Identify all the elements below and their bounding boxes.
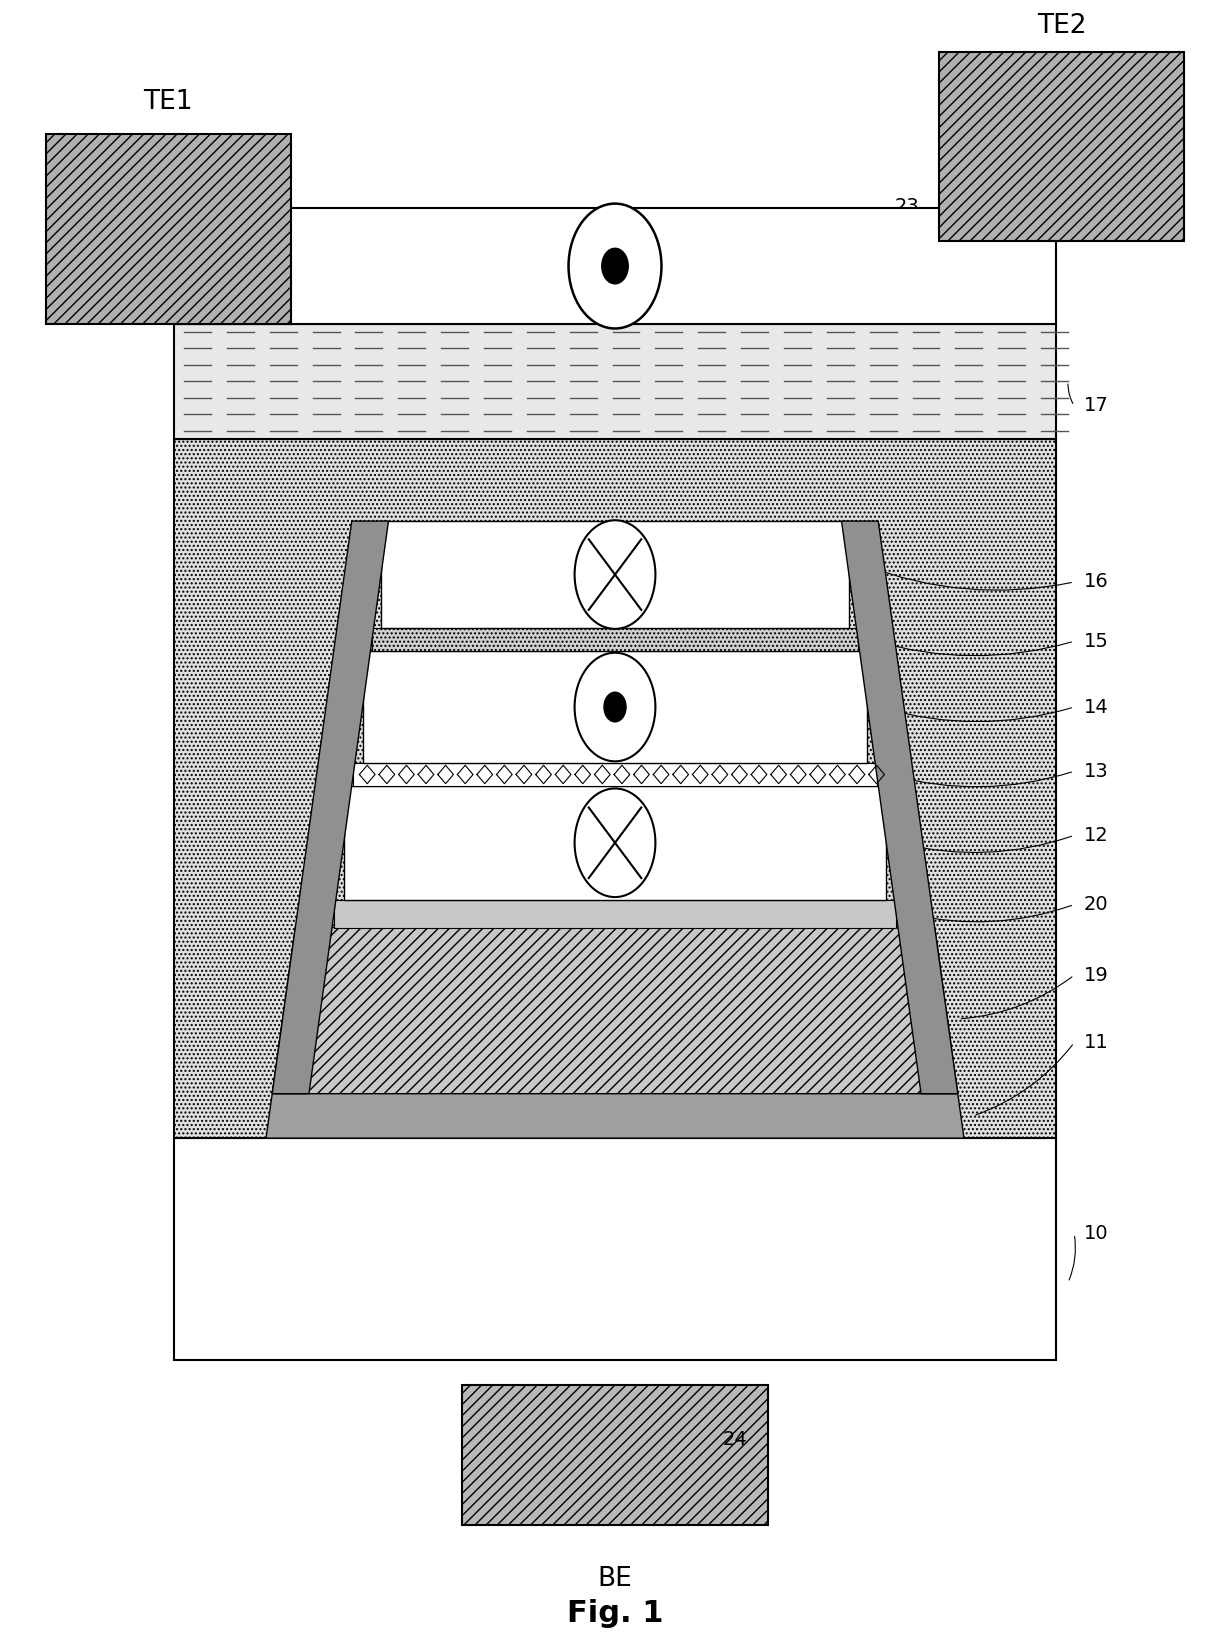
Bar: [175, 1138, 1055, 1360]
Bar: [371, 627, 859, 650]
Text: Fig. 1: Fig. 1: [567, 1600, 663, 1628]
Text: 23: 23: [894, 198, 919, 216]
Text: 14: 14: [1084, 697, 1108, 717]
Text: 10: 10: [1084, 1223, 1108, 1243]
Circle shape: [604, 692, 626, 721]
Circle shape: [574, 520, 656, 629]
Bar: [175, 324, 1055, 439]
Text: TE2: TE2: [1037, 13, 1086, 40]
Text: 15: 15: [1084, 632, 1108, 650]
Bar: [381, 522, 849, 627]
Text: 20: 20: [1084, 895, 1108, 915]
Polygon shape: [266, 1093, 964, 1138]
Circle shape: [601, 248, 629, 284]
Bar: [46, 134, 290, 324]
Polygon shape: [841, 522, 958, 1093]
Bar: [363, 650, 867, 763]
Bar: [175, 439, 1055, 1138]
Text: 22: 22: [266, 259, 290, 279]
Text: 16: 16: [1084, 573, 1108, 591]
Bar: [344, 786, 886, 900]
Text: 21: 21: [643, 236, 668, 256]
Bar: [940, 53, 1184, 241]
Text: 24: 24: [723, 1430, 748, 1448]
Bar: [353, 763, 877, 786]
Bar: [175, 208, 1055, 324]
Bar: [462, 1385, 768, 1526]
Text: TE1: TE1: [144, 89, 193, 114]
Circle shape: [574, 789, 656, 896]
Text: 19: 19: [1084, 966, 1108, 984]
Bar: [335, 900, 895, 928]
Polygon shape: [272, 522, 389, 1093]
Text: 17: 17: [1084, 396, 1108, 416]
Circle shape: [568, 203, 662, 329]
Text: BE: BE: [598, 1565, 632, 1592]
Text: 12: 12: [1084, 826, 1108, 845]
Polygon shape: [272, 928, 958, 1093]
Text: 13: 13: [1084, 761, 1108, 781]
Text: 11: 11: [1084, 1034, 1108, 1052]
Circle shape: [574, 652, 656, 761]
